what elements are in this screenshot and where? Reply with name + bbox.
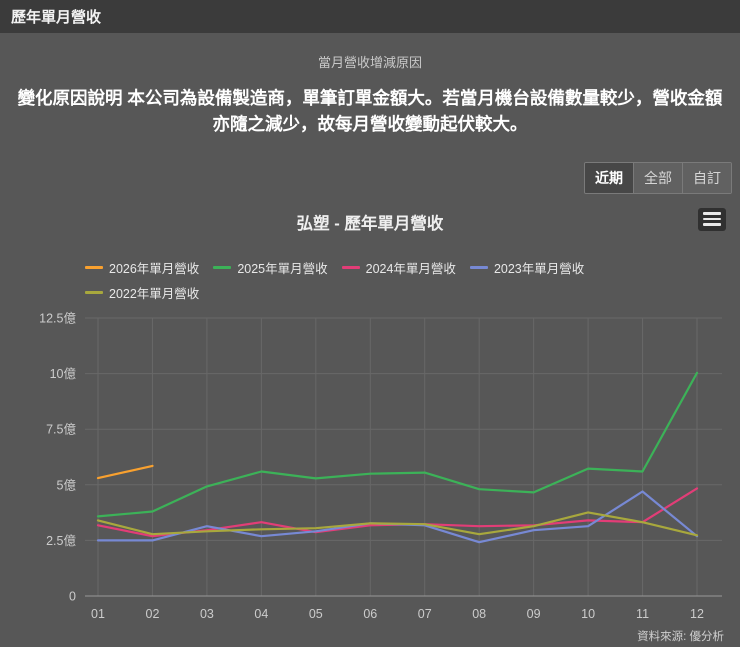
svg-text:12.5億: 12.5億 <box>39 311 76 325</box>
svg-text:10: 10 <box>581 607 595 621</box>
svg-text:7.5億: 7.5億 <box>46 422 76 436</box>
legend-item-2025[interactable]: 2025年單月營收 <box>213 258 328 277</box>
svg-text:06: 06 <box>363 607 377 621</box>
chart-area: 0 2.5億 5億 7.5億 10億 12.5億 01 02 03 04 05 06 07 08 09 10 1… <box>0 310 740 628</box>
revenue-line-chart[interactable]: 0 2.5億 5億 7.5億 10億 12.5億 01 02 03 04 05 06 07 08 09 10 1… <box>0 310 740 628</box>
svg-text:03: 03 <box>200 607 214 621</box>
hamburger-icon <box>703 223 721 226</box>
range-button-custom[interactable]: 自訂 <box>683 162 731 193</box>
range-button-group: 近期 全部 自訂 <box>584 161 732 194</box>
svg-text:09: 09 <box>527 607 541 621</box>
svg-text:12: 12 <box>690 607 704 621</box>
chart-legend: 2026年單月營收 2025年單月營收 2024年單月營收 2023年單月營收 … <box>85 258 695 302</box>
svg-text:11: 11 <box>636 607 649 621</box>
page-title: 歷年單月營收 <box>11 9 102 26</box>
section-subtitle: 當月營收增減原因 <box>317 55 422 70</box>
svg-text:08: 08 <box>472 607 486 621</box>
legend-label: 2024年單月營收 <box>365 261 456 276</box>
legend-label: 2022年單月營收 <box>109 286 200 301</box>
svg-text:04: 04 <box>254 607 268 621</box>
legend-swatch-icon <box>213 265 232 269</box>
range-button-recent[interactable]: 近期 <box>585 162 634 193</box>
chart-title: 弘塑 - 歷年單月營收 <box>296 214 444 233</box>
legend-swatch-icon <box>341 265 360 269</box>
chart-context-menu-button[interactable] <box>698 207 726 231</box>
range-button-all[interactable]: 全部 <box>634 162 683 193</box>
legend-item-2023[interactable]: 2023年單月營收 <box>469 258 585 277</box>
svg-text:02: 02 <box>146 607 160 621</box>
legend-item-2022[interactable]: 2022年單月營收 <box>85 283 199 302</box>
svg-text:0: 0 <box>69 589 76 603</box>
legend-item-2024[interactable]: 2024年單月營收 <box>341 258 456 277</box>
svg-text:05: 05 <box>309 607 323 621</box>
svg-text:07: 07 <box>418 607 432 621</box>
legend-swatch-icon <box>85 265 103 269</box>
top-header-bar: 歷年單月營收 <box>0 0 740 33</box>
hamburger-icon <box>703 212 721 215</box>
revenue-change-explanation: 變化原因說明 本公司為設備製造商，單筆訂單金額大。若當月機台設備數量較少，營收金… <box>17 88 723 135</box>
chart-title-row: 弘塑 - 歷年單月營收 <box>0 207 740 238</box>
legend-swatch-icon <box>469 265 488 269</box>
svg-text:2.5億: 2.5億 <box>46 533 76 547</box>
legend-swatch-icon <box>85 290 103 294</box>
data-source-note: 資料來源: 優分析 <box>637 630 724 643</box>
svg-text:01: 01 <box>91 607 105 621</box>
hamburger-icon <box>703 217 721 221</box>
svg-text:10億: 10億 <box>50 367 77 381</box>
legend-label: 2023年單月營收 <box>493 261 585 276</box>
legend-label: 2026年單月營收 <box>109 261 200 276</box>
legend-label: 2025年單月營收 <box>237 261 328 276</box>
svg-text:5億: 5億 <box>57 478 77 492</box>
legend-item-2026[interactable]: 2026年單月營收 <box>85 258 199 277</box>
range-selector-row: 近期 全部 自訂 <box>0 161 732 194</box>
